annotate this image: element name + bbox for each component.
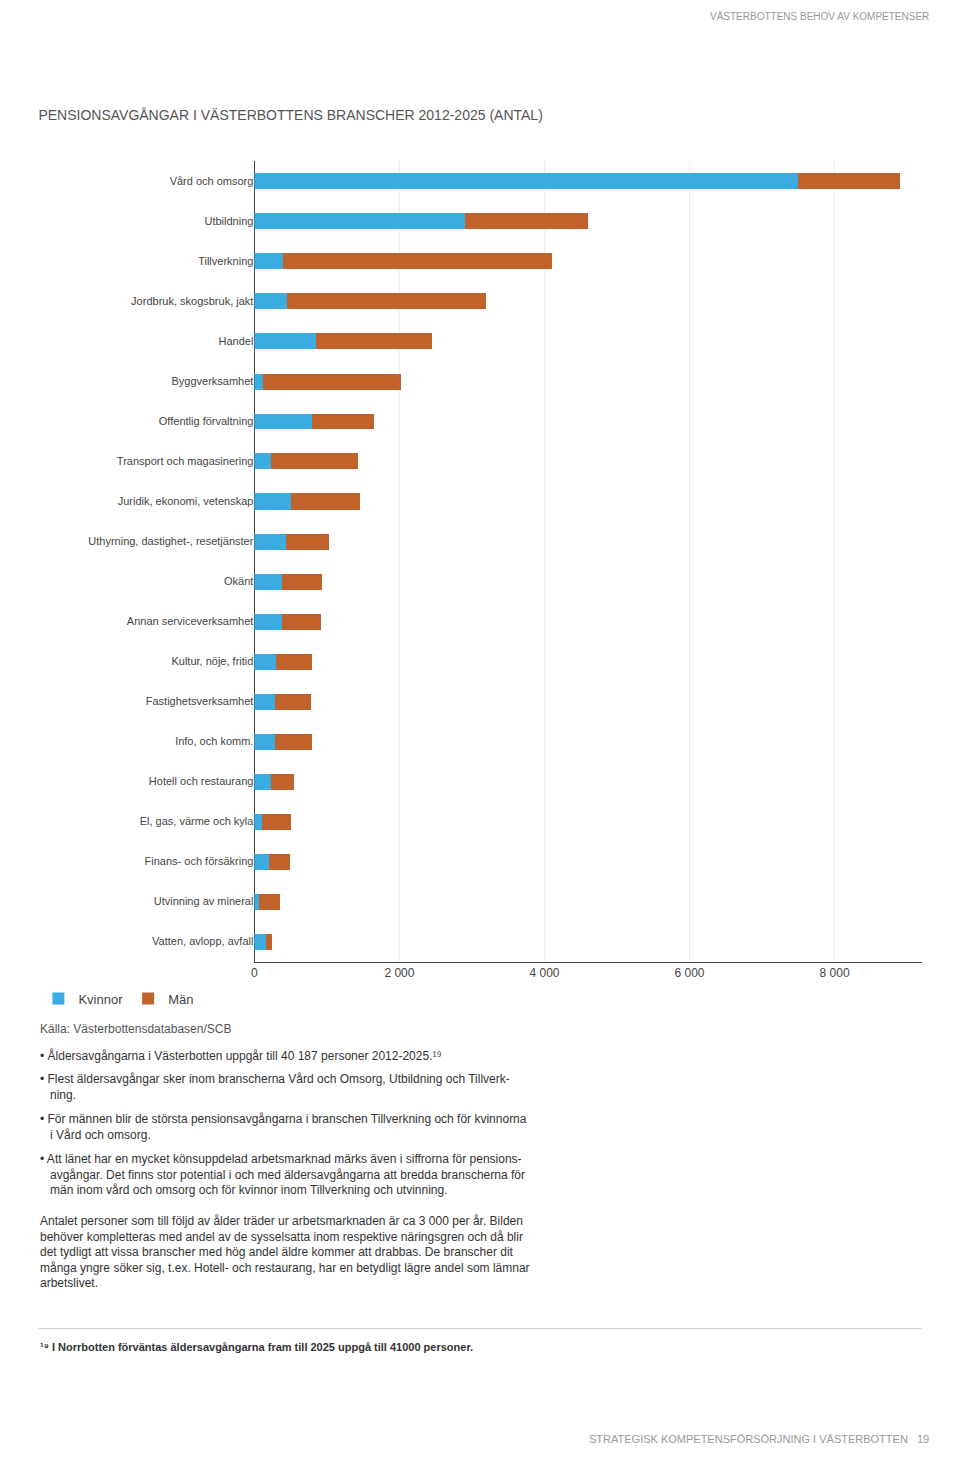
svg-text:• För männen blir de största p: • För männen blir de största pensionsavg… (40, 1112, 527, 1142)
svg-text:0: 0 (251, 966, 258, 980)
svg-text:4 000: 4 000 (529, 966, 559, 980)
svg-text:PENSIONSAVGÅNGAR I VÄSTERBOTTE: PENSIONSAVGÅNGAR I VÄSTERBOTTENS BRANSCH… (38, 107, 542, 123)
svg-text:• Åldersavgångarna i Västerbot: • Åldersavgångarna i Västerbotten uppgår… (40, 1048, 442, 1063)
svg-text:Kultur, nöje, fritid: Kultur, nöje, fritid (171, 655, 253, 667)
svg-text:Handel: Handel (219, 335, 254, 347)
svg-text:Tillverkning: Tillverkning (198, 255, 253, 267)
svg-text:6 000: 6 000 (675, 966, 705, 980)
svg-text:Kvinnor: Kvinnor (78, 992, 123, 1007)
svg-text:Info, och komm.: Info, och komm. (175, 735, 253, 747)
svg-text:El, gas, värme och kyla: El, gas, värme och kyla (140, 815, 255, 827)
svg-text:Vård och omsorg: Vård och omsorg (170, 175, 254, 187)
svg-text:Finans- och försäkring: Finans- och försäkring (145, 855, 254, 867)
svg-text:Jordbruk, skogsbruk, jakt: Jordbruk, skogsbruk, jakt (131, 295, 253, 307)
svg-text:VÄSTERBOTTENS BEHOV AV KOMPETE: VÄSTERBOTTENS BEHOV AV KOMPETENSER (710, 11, 929, 22)
svg-text:• Flest äldersavgångar sker in: • Flest äldersavgångar sker inom bransch… (40, 1072, 510, 1102)
svg-text:STRATEGISK KOMPETENSFÖRSÖRJNIN: STRATEGISK KOMPETENSFÖRSÖRJNING I VÄSTER… (589, 1433, 929, 1445)
svg-text:Transport och magasinering: Transport och magasinering (117, 455, 254, 467)
svg-text:Män: Män (168, 992, 193, 1007)
svg-text:Antalet personer som till följ: Antalet personer som till följd av ålder… (40, 1214, 530, 1290)
svg-text:8 000: 8 000 (820, 966, 850, 980)
svg-text:Okänt: Okänt (224, 575, 253, 587)
svg-text:Juridik, ekonomi, vetenskap: Juridik, ekonomi, vetenskap (118, 495, 254, 507)
svg-text:Utvinning av mineral: Utvinning av mineral (154, 895, 254, 907)
svg-text:Uthyrning, dastighet-, resetjä: Uthyrning, dastighet-, resetjänster (88, 535, 253, 547)
svg-text:Fastighetsverksamhet: Fastighetsverksamhet (146, 695, 254, 707)
svg-text:Annan serviceverksamhet: Annan serviceverksamhet (127, 615, 254, 627)
svg-text:¹⁹ I Norrbotten förväntas älde: ¹⁹ I Norrbotten förväntas äldersavgångar… (40, 1341, 473, 1353)
svg-text:Källa: Västerbottensdatabasen/: Källa: Västerbottensdatabasen/SCB (40, 1022, 231, 1036)
svg-text:Vatten, avlopp, avfall: Vatten, avlopp, avfall (152, 935, 253, 947)
svg-text:Utbildning: Utbildning (204, 215, 253, 227)
svg-text:Byggverksamhet: Byggverksamhet (171, 375, 253, 387)
svg-text:• Att länet har en mycket köns: • Att länet har en mycket könsuppdelad a… (40, 1152, 525, 1197)
svg-text:Offentlig förvaltning: Offentlig förvaltning (159, 415, 254, 427)
svg-text:2 000: 2 000 (384, 966, 414, 980)
svg-text:Hotell och restaurang: Hotell och restaurang (149, 775, 254, 787)
